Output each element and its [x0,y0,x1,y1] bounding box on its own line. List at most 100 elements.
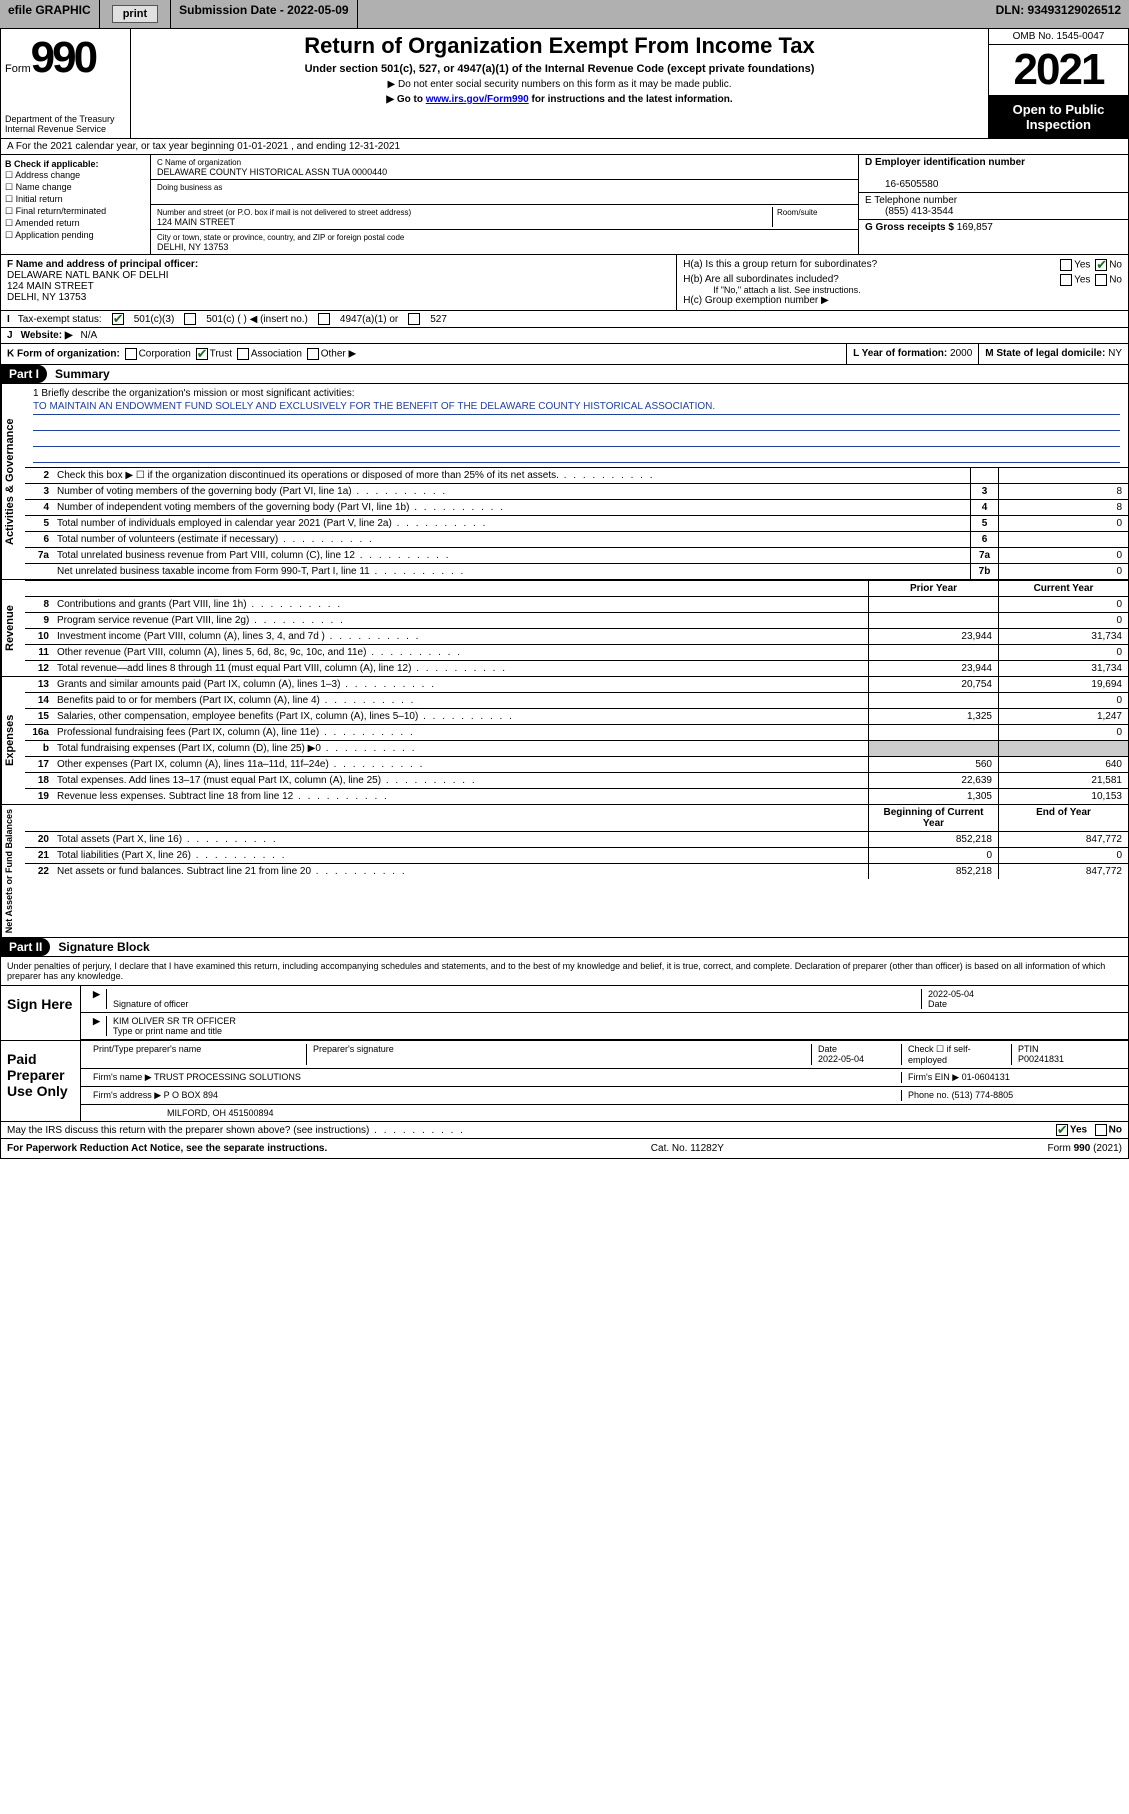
table-row: 15Salaries, other compensation, employee… [25,709,1128,725]
table-row: 11Other revenue (Part VIII, column (A), … [25,645,1128,661]
signature-block: Under penalties of perjury, I declare th… [0,957,1129,1122]
table-row: 14Benefits paid to or for members (Part … [25,693,1128,709]
form-header: Form 990 Department of the Treasury Inte… [0,28,1129,139]
ein-value: 16-6505580 [865,179,938,190]
table-row: 13Grants and similar amounts paid (Part … [25,677,1128,693]
print-button[interactable]: print [112,5,158,23]
room-label: Room/suite [777,208,817,217]
prep-date: 2022-05-04 [818,1054,864,1064]
officer-addr1: 124 MAIN STREET [7,281,94,292]
mission-q: 1 Briefly describe the organization's mi… [33,388,1120,399]
table-row: 22Net assets or fund balances. Subtract … [25,864,1128,879]
row-klm: K Form of organization: Corporation Trus… [0,344,1129,365]
discuss-q: May the IRS discuss this return with the… [7,1125,465,1136]
vtab-exp: Expenses [1,677,25,804]
part2-title: Signature Block [50,938,157,956]
firm-phone: (513) 774-8805 [952,1090,1014,1100]
part2-tag: Part II [1,938,50,956]
mission-text: TO MAINTAIN AN ENDOWMENT FUND SOLELY AND… [33,401,1120,415]
cat-no: Cat. No. 11282Y [651,1143,724,1154]
row-i: ITax-exempt status: 501(c)(3) 501(c) ( )… [0,311,1129,328]
table-row: bTotal fundraising expenses (Part IX, co… [25,741,1128,757]
submission-date: Submission Date - 2022-05-09 [171,0,357,28]
gov-row: 3Number of voting members of the governi… [25,484,1128,500]
firm-name: TRUST PROCESSING SOLUTIONS [154,1072,301,1082]
part1-title: Summary [47,365,118,383]
org-city: DELHI, NY 13753 [157,242,228,252]
site-label: Website: ▶ [21,330,73,341]
chk-527 [408,313,420,325]
table-row: 17Other expenses (Part IX, column (A), l… [25,757,1128,773]
section-governance: Activities & Governance 1 Briefly descri… [0,384,1129,580]
note-goto-post: for instructions and the latest informat… [532,94,733,105]
efile-label: efile GRAPHIC [0,0,100,28]
firm-addr: P O BOX 894 [164,1090,218,1100]
gov-row: 6Total number of volunteers (estimate if… [25,532,1128,548]
gov-row: 5Total number of individuals employed in… [25,516,1128,532]
dln: DLN: 93493129026512 [988,0,1129,28]
k-label: K Form of organization: [7,349,120,360]
firm-addr2: MILFORD, OH 451500894 [87,1108,1122,1118]
prep-name-hdr: Print/Type preparer's name [87,1044,307,1065]
officer-f-label: F Name and address of principal officer: [7,259,198,270]
dept: Department of the Treasury [5,114,126,124]
irs-link[interactable]: www.irs.gov/Form990 [426,94,529,105]
penalty-text: Under penalties of perjury, I declare th… [1,957,1128,986]
table-row: 20Total assets (Part X, line 16)852,2188… [25,832,1128,848]
table-row: 9Program service revenue (Part VIII, lin… [25,613,1128,629]
phone-label: E Telephone number [865,195,957,206]
gross-label: G Gross receipts $ [865,222,954,233]
form-title: Return of Organization Exempt From Incom… [139,33,980,59]
gov-row: Net unrelated business taxable income fr… [25,564,1128,579]
sign-here: Sign Here [1,986,81,1040]
sig-officer-lbl: Signature of officer [113,999,188,1009]
hdr-prior: Prior Year [868,581,998,596]
officer-name: DELAWARE NATL BANK OF DELHI [7,270,169,281]
cb-amended: Amended return [15,218,80,228]
note-goto-pre: ▶ Go to [386,94,425,105]
part1-header: Part I Summary [0,365,1129,384]
hdr-curr: Current Year [998,581,1128,596]
table-row: 8Contributions and grants (Part VIII, li… [25,597,1128,613]
section-expenses: Expenses 13Grants and similar amounts pa… [0,677,1129,805]
table-row: 16aProfessional fundraising fees (Part I… [25,725,1128,741]
section-f-h: F Name and address of principal officer:… [0,255,1129,311]
hb: H(b) Are all subordinates included? [683,274,839,285]
city-label: City or town, state or province, country… [157,233,404,242]
sig-date: 2022-05-04 [928,989,974,999]
table-row: 18Total expenses. Add lines 13–17 (must … [25,773,1128,789]
site-value: N/A [81,330,98,341]
hdr-begin: Beginning of Current Year [868,805,998,831]
section-net: Net Assets or Fund Balances Beginning of… [0,805,1129,938]
firm-ein: 01-0604131 [962,1072,1010,1082]
footer: For Paperwork Reduction Act Notice, see … [0,1139,1129,1159]
paid-preparer: Paid Preparer Use Only [1,1041,81,1121]
tax-year: 2021 [989,45,1128,96]
row-j: JWebsite: ▶ N/A [0,328,1129,344]
hb-note: If "No," attach a list. See instructions… [683,285,1122,295]
paperwork-notice: For Paperwork Reduction Act Notice, see … [7,1143,327,1154]
note-ssn: ▶ Do not enter social security numbers o… [139,79,980,90]
form-footer: Form 990 (2021) [1048,1143,1122,1154]
dba-label: Doing business as [157,183,222,192]
vtab-gov: Activities & Governance [1,384,25,579]
discuss-row: May the IRS discuss this return with the… [0,1122,1129,1139]
form-number: 990 [31,33,95,83]
row-a: A For the 2021 calendar year, or tax yea… [0,139,1129,155]
public-inspection: Open to Public Inspection [989,96,1128,138]
check-b-label: B Check if applicable: [5,159,99,169]
cb-name: Name change [16,182,72,192]
section-b-g: B Check if applicable: ☐ Address change … [0,155,1129,255]
vtab-rev: Revenue [1,580,25,676]
ein-label: D Employer identification number [865,157,1025,168]
gross-value: 169,857 [957,222,993,233]
form-subtitle: Under section 501(c), 527, or 4947(a)(1)… [139,63,980,75]
hc: H(c) Group exemption number ▶ [683,295,1122,306]
cb-final: Final return/terminated [16,206,107,216]
prep-sig-hdr: Preparer's signature [307,1044,812,1065]
prep-selfemp: Check ☐ if self-employed [902,1044,1012,1065]
cb-addr: Address change [15,170,80,180]
tax-label: Tax-exempt status: [18,314,102,325]
ha: H(a) Is this a group return for subordin… [683,259,877,270]
cb-initial: Initial return [16,194,63,204]
